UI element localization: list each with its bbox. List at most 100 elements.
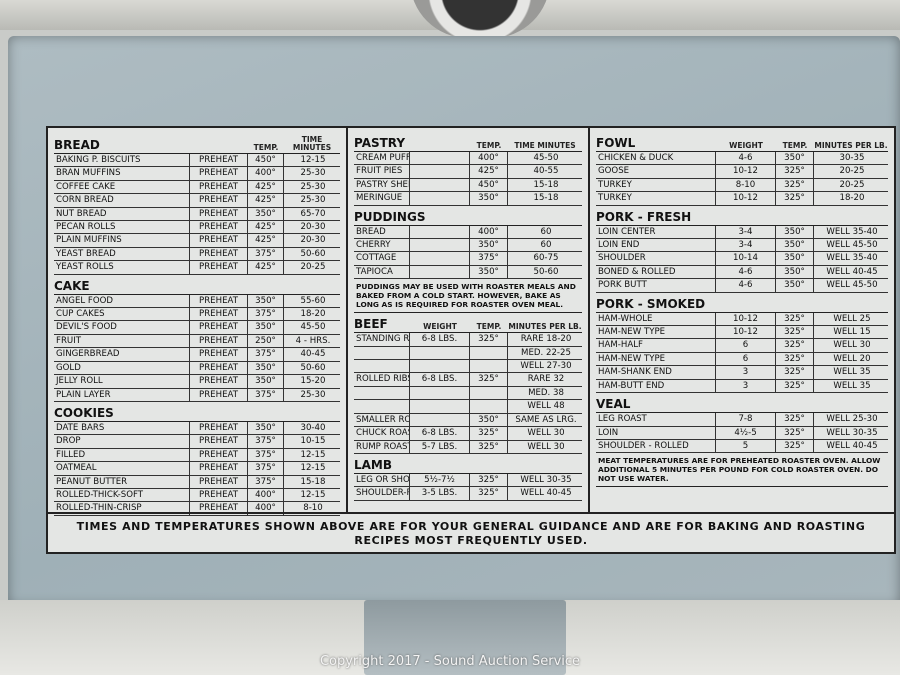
cell-temp: 350° [470,239,508,252]
table-row: LOIN CENTER 3-4 350° WELL 35-40 [596,225,888,240]
cell-name: LEG OR SHOULDER [356,473,410,487]
empty-cell [410,165,470,178]
watermark: Copyright 2017 - Sound Auction Service [319,654,581,669]
table-row: ROLLED-THICK-SOFT PREHEAT 400° 12-15 [54,488,340,503]
cell-weight: 3-4 [716,239,776,252]
cell-weight: 6-8 LBS. [410,333,470,346]
cell-name: HAM-NEW TYPE [596,326,716,339]
cell-weight: 10-14 [716,252,776,265]
cell-name: ROLLED-THIN-CRISP [54,502,190,515]
table-row: COTTAGE 375° 60-75 [354,252,582,266]
cell-time: 60-75 [533,253,559,264]
cell-name: STANDING RIBS [356,333,410,346]
cell-temp: 400° [248,488,284,502]
table-row: FRUIT PREHEAT 250° 4 - HRS. [54,334,340,349]
empty-cell [470,400,508,413]
cell-temp: 350° [248,375,284,388]
cell-name: NUT BREAD [54,207,190,221]
knob [410,0,550,38]
cell-time: 15-18 [300,476,326,487]
cell-temp: 375° [470,252,508,265]
cell-time: 25-30 [300,168,326,179]
table-row: MED. 22-25 [354,346,582,361]
cell-name: PLAIN MUFFINS [54,234,190,247]
cell-name: BRAN MUFFINS [54,167,190,180]
table-row: PLAIN LAYER PREHEAT 375° 25-30 [54,388,340,402]
cell-time: 30-40 [300,422,326,433]
cell-temp: 450° [470,178,508,192]
cell-time: WELL 40-45 [826,266,878,277]
cell-time: WELL 30-35 [826,427,878,438]
cell-time: WELL 15 [833,327,871,338]
section-header: COOKIES [54,406,340,422]
column-header: MINUTES PER LB. [508,322,582,332]
section-title: PUDDINGS [354,209,426,224]
cell-time: WELL 20 [833,353,871,364]
cell-method: PREHEAT [190,154,248,167]
table-row: CUP CAKES PREHEAT 375° 18-20 [54,308,340,322]
cell-name: FILLED [54,448,190,462]
table-row: WELL 27-30 [354,360,582,374]
table-row: TAPIOCA 350° 50-60 [354,265,582,280]
cell-method: PREHEAT [190,294,248,308]
cell-name: DROP [54,435,190,448]
cell-weight: 4½-5 [716,426,776,439]
section-header: VEAL [596,397,888,414]
cell-name: GOOSE [596,165,716,178]
table-row: WELL 48 [354,400,582,414]
cell-time: RARE 18-20 [520,334,572,345]
cell-name: SHOULDER-ROLLED [354,487,410,500]
table-row: HAM-SHANK END 3 325° WELL 35 [596,366,888,380]
section-title: VEAL [596,397,631,412]
empty-cell [410,225,470,239]
column-header: WEIGHT [729,141,763,150]
cell-time: WELL 35-40 [826,253,878,264]
cell-method: PREHEAT [190,308,248,321]
cell-weight: 3-5 LBS. [410,487,470,500]
cell-temp: 400° [470,152,508,165]
cell-method: PREHEAT [190,361,248,375]
table-row: FILLED PREHEAT 375° 12-15 [54,448,340,463]
table-row: GOLD PREHEAT 350° 50-60 [54,361,340,376]
section-header: PORK - SMOKED [596,297,888,313]
section-title: PORK - SMOKED [596,296,706,311]
cell-time: 12-15 [300,489,326,500]
cell-time: WELL 30 [527,441,565,452]
table-row: LEG ROAST 7-8 325° WELL 25-30 [596,413,888,427]
cell-temp: 425° [248,194,284,207]
cell-weight: 4-6 [716,279,776,292]
empty-cell [470,360,508,373]
cell-time: 15-18 [533,193,559,204]
empty-cell [410,346,470,360]
table-row: DEVIL'S FOOD PREHEAT 350° 45-50 [54,321,340,335]
cell-time: 45-50 [300,322,326,333]
cell-time: 10-15 [300,436,326,447]
cell-time: WELL 48 [527,401,565,412]
cell-name: PORK BUTT [596,279,716,292]
empty-cell [354,346,410,360]
cell-weight: 8-10 [716,178,776,192]
table-row: TURKEY 10-12 325° 18-20 [596,192,888,206]
cell-name: CHUCK ROAST [354,427,410,440]
table-row: OATMEAL PREHEAT 375° 12-15 [54,462,340,476]
cell-temp: 325° [776,326,814,339]
empty-cell [410,360,470,373]
cell-time: 50-60 [533,266,559,277]
cell-temp: 325° [776,352,814,366]
cell-weight: 6-8 LBS. [410,427,470,440]
cell-temp: 350° [470,192,508,205]
cell-temp: 325° [776,312,814,326]
cell-method: PREHEAT [190,502,248,515]
chart-column: PASTRY TEMP. TIME MINUTES CREAM PUFFS 400° 45… [346,128,588,512]
cell-time: WELL 40-45 [520,488,572,499]
column-header: TEMP. [782,141,808,150]
table-row: BONED & ROLLED 4-6 350° WELL 40-45 [596,265,888,280]
cell-time: WELL 30 [527,428,565,439]
section-title: BREAD [54,138,100,152]
cell-name: COFFEE CAKE [54,180,190,194]
cell-weight: 6-8 LBS. [410,373,470,386]
empty-cell [470,346,508,360]
cell-temp: 325° [776,426,814,439]
